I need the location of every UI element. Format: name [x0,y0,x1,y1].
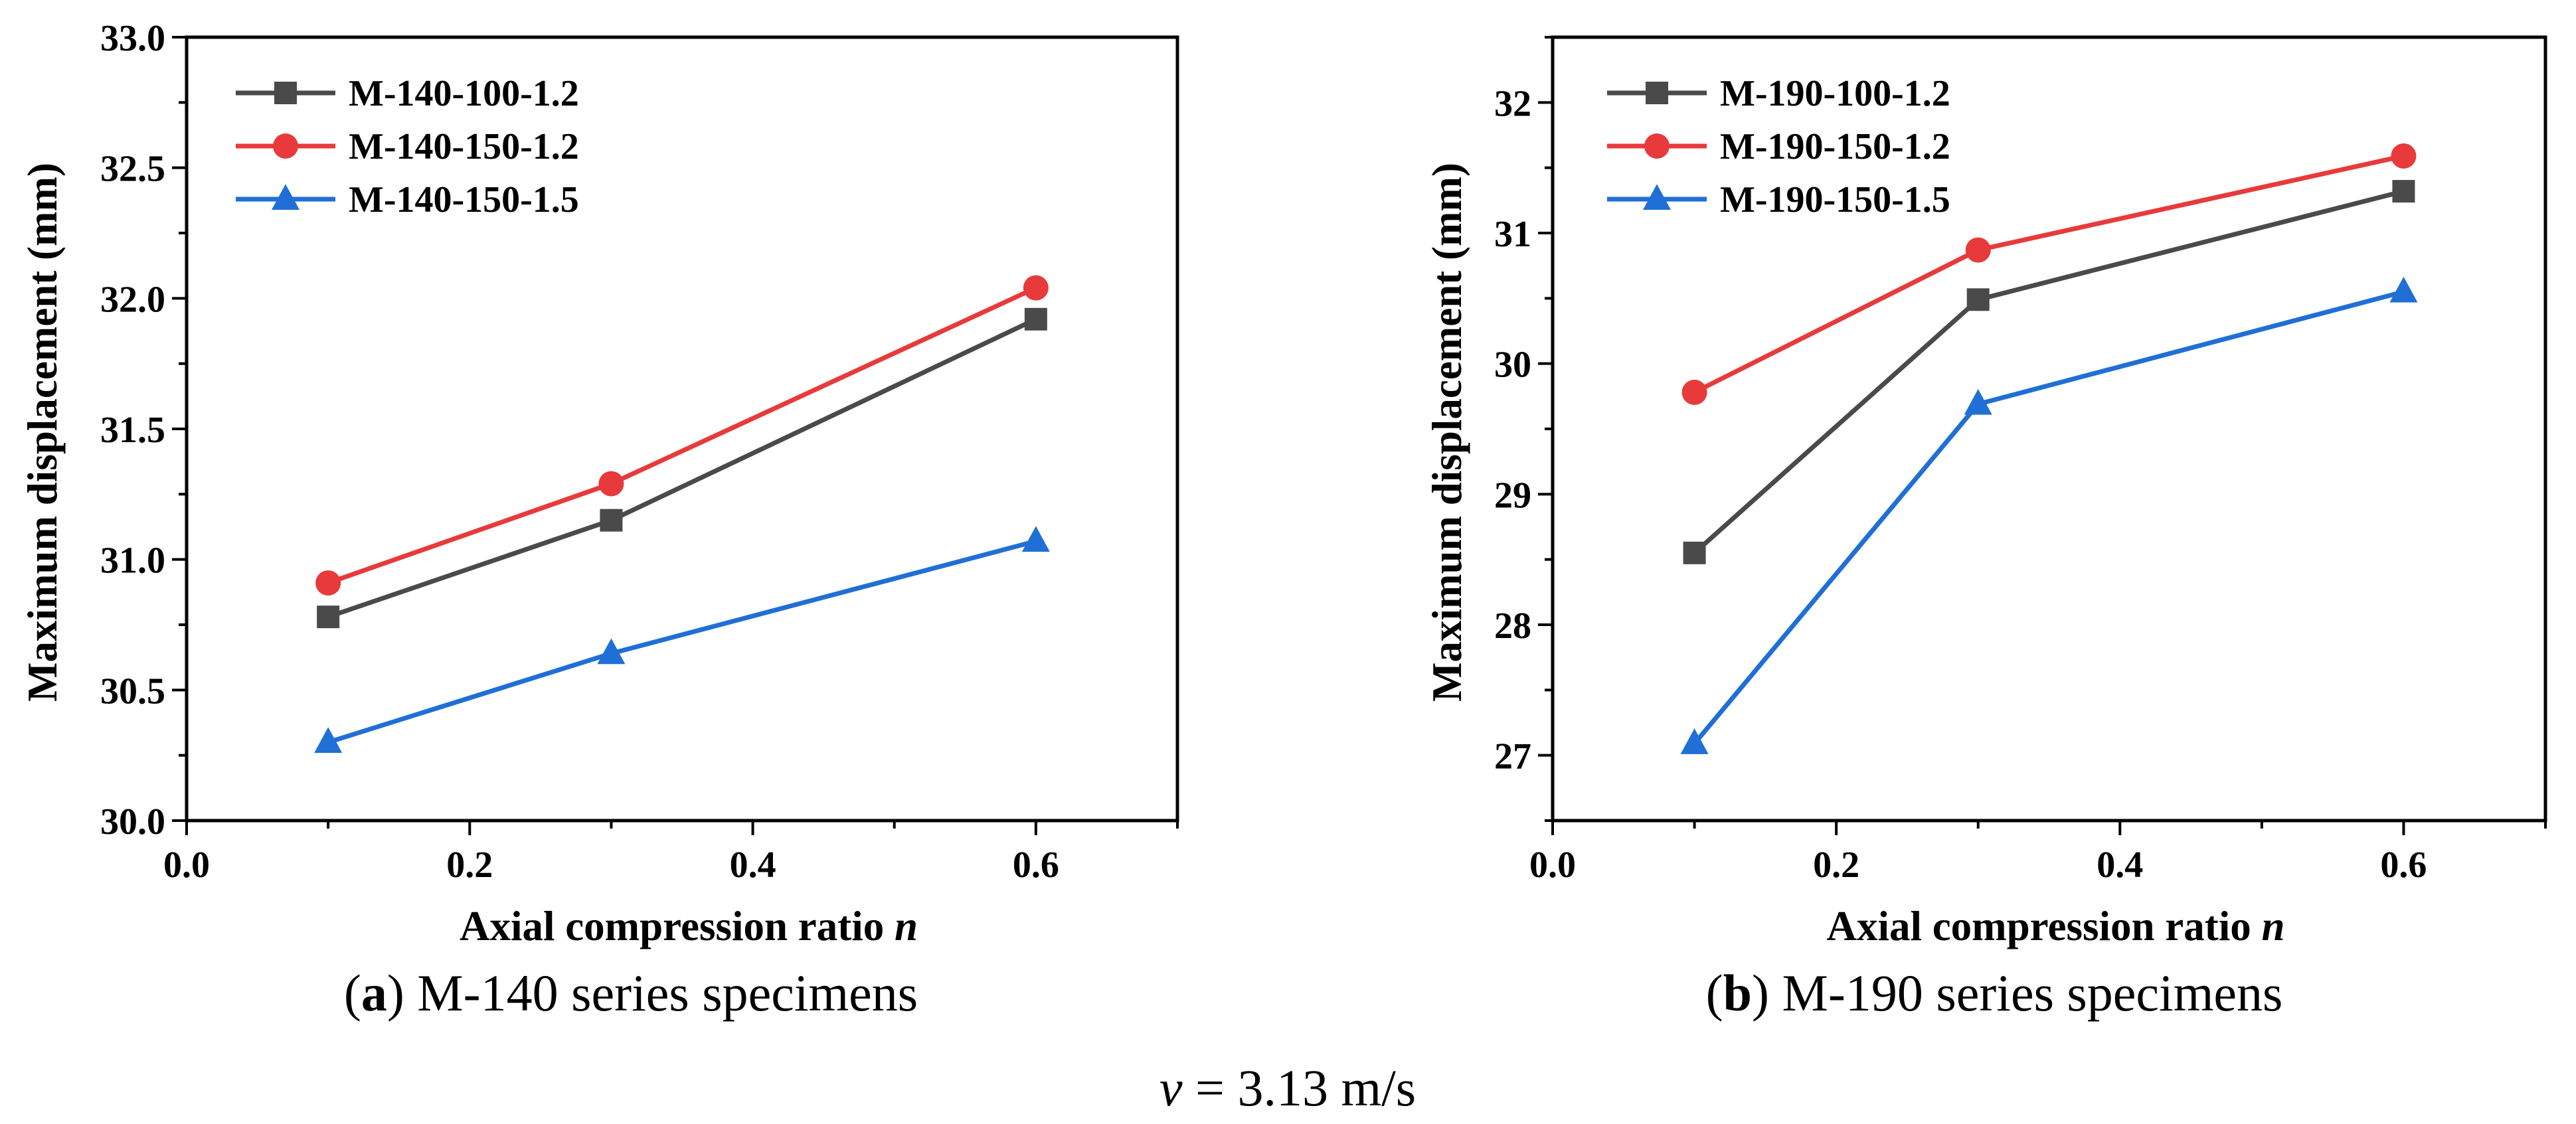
legend-marker [1644,133,1670,159]
velocity-symbol: v [1159,1059,1183,1117]
legend-item: M-140-100-1.2 [236,73,579,114]
series-line [1692,289,2405,746]
data-point [1021,526,1050,552]
x-axis-title: Axial compression ratio n [1826,903,2284,949]
series-line [327,285,1037,586]
x-tick-label: 0.0 [163,844,210,886]
data-point [1964,388,1992,415]
y-tick-label: 32 [1494,83,1531,124]
series-line [327,538,1037,745]
chart-panel-b: 0.0 0.2 0.4 0.6 27 28 29 30 31 32 Axial compressio… [1424,35,2547,1022]
series-M-190-100-1.2 [1683,180,2415,564]
x-tick-label: 0.2 [1813,844,1859,886]
y-tick-label: 31 [1494,214,1531,255]
series-line [327,317,1037,619]
panel-caption: (b) M-190 series specimens [1706,964,2283,1022]
legend-marker [274,82,297,104]
y-tick-label: 31.0 [100,540,165,582]
data-point [1024,307,1047,331]
legend-label: M-190-100-1.2 [1720,73,1950,114]
data-point [600,509,623,532]
x-tick-label: 0.4 [730,844,776,886]
legend-label: M-140-150-1.2 [349,126,579,167]
plot-frame [185,35,1179,823]
legend-marker [1643,184,1671,210]
series-M-140-100-1.2 [317,307,1047,629]
data-point [1023,275,1049,301]
y-axis-title: Maximum displacement (mm) [19,163,66,702]
data-point [2389,276,2418,303]
y-axis-title: Maximum displacement (mm) [1424,163,1470,702]
data-point [1683,541,1706,564]
legend-marker [1646,82,1668,104]
caption-text: ) M-140 series specimens [387,964,918,1022]
data-point [2392,180,2415,203]
x-axis-title-variable: n [2262,903,2285,949]
caption-letter: b [1723,964,1752,1022]
caption-letter: a [361,964,387,1022]
y-tick-label: 31.5 [100,410,165,451]
x-axis-title-text: Axial compression ratio [1826,903,2261,949]
legend-item: M-190-150-1.2 [1607,126,1950,167]
legend-label: M-140-150-1.5 [349,179,579,220]
x-tick-label: 0.6 [2380,844,2427,886]
x-tick-label: 0.2 [446,844,493,886]
velocity-footer: v = 3.13 m/s [1159,1059,1416,1117]
caption-paren-open: ( [344,964,361,1022]
y-tick-label: 33.0 [100,18,165,59]
y-tick-label: 29 [1494,475,1531,516]
legend-marker [272,184,300,210]
y-tick-label: 27 [1494,736,1531,777]
data-point [317,605,340,629]
series-M-140-150-1.5 [314,526,1050,753]
legend-item: M-190-150-1.5 [1607,179,1950,220]
legend-label: M-190-150-1.5 [1720,179,1950,220]
x-axis-title: Axial compression ratio n [460,903,918,949]
legend-item: M-140-150-1.5 [236,179,579,220]
y-tick-label: 30 [1494,345,1531,386]
data-point [1681,379,1707,405]
velocity-value: = 3.13 m/s [1182,1059,1416,1117]
legend: M-190-100-1.2 M-190-150-1.2 M-190-150-1.5 [1607,73,1950,220]
series-line [1693,189,2405,555]
series-M-190-150-1.5 [1680,276,2418,754]
data-point [2391,143,2417,169]
caption-text: ) M-190 series specimens [1752,964,2282,1022]
x-tick-label: 0.6 [1013,844,1059,886]
x-tick-label: 0.4 [2097,844,2143,886]
data-point [598,471,624,497]
x-axis-title-text: Axial compression ratio [460,903,895,949]
legend-marker [273,133,298,159]
legend: M-140-100-1.2 M-140-150-1.2 M-140-150-1.5 [236,73,579,220]
y-tick-label: 30.0 [100,801,165,843]
legend-item: M-140-150-1.2 [236,126,579,167]
data-point [597,638,626,665]
legend-label: M-190-150-1.2 [1720,126,1950,167]
series-M-140-150-1.2 [315,275,1049,596]
data-point [1966,288,1990,311]
legend-item: M-190-100-1.2 [1607,73,1950,114]
x-tick-label: 0.0 [1529,844,1576,886]
x-axis-title-variable: n [895,903,918,949]
y-tick-label: 32.5 [100,149,165,190]
y-tick-label: 30.5 [100,671,165,712]
y-tick-label: 28 [1494,605,1531,647]
data-point [1680,728,1709,754]
data-point [1965,237,1991,263]
legend-label: M-140-100-1.2 [349,73,579,114]
data-point [314,727,343,753]
y-tick-label: 32.0 [100,279,165,320]
caption-paren-open: ( [1706,964,1723,1022]
chart-panel-a: 0.0 0.2 0.4 0.6 30.0 30.5 31.0 31.5 32.0 32.5 33.0… [19,18,1179,1022]
panel-caption: (a) M-140 series specimens [344,964,918,1022]
series-M-190-150-1.2 [1681,143,2417,405]
data-point [315,570,341,596]
